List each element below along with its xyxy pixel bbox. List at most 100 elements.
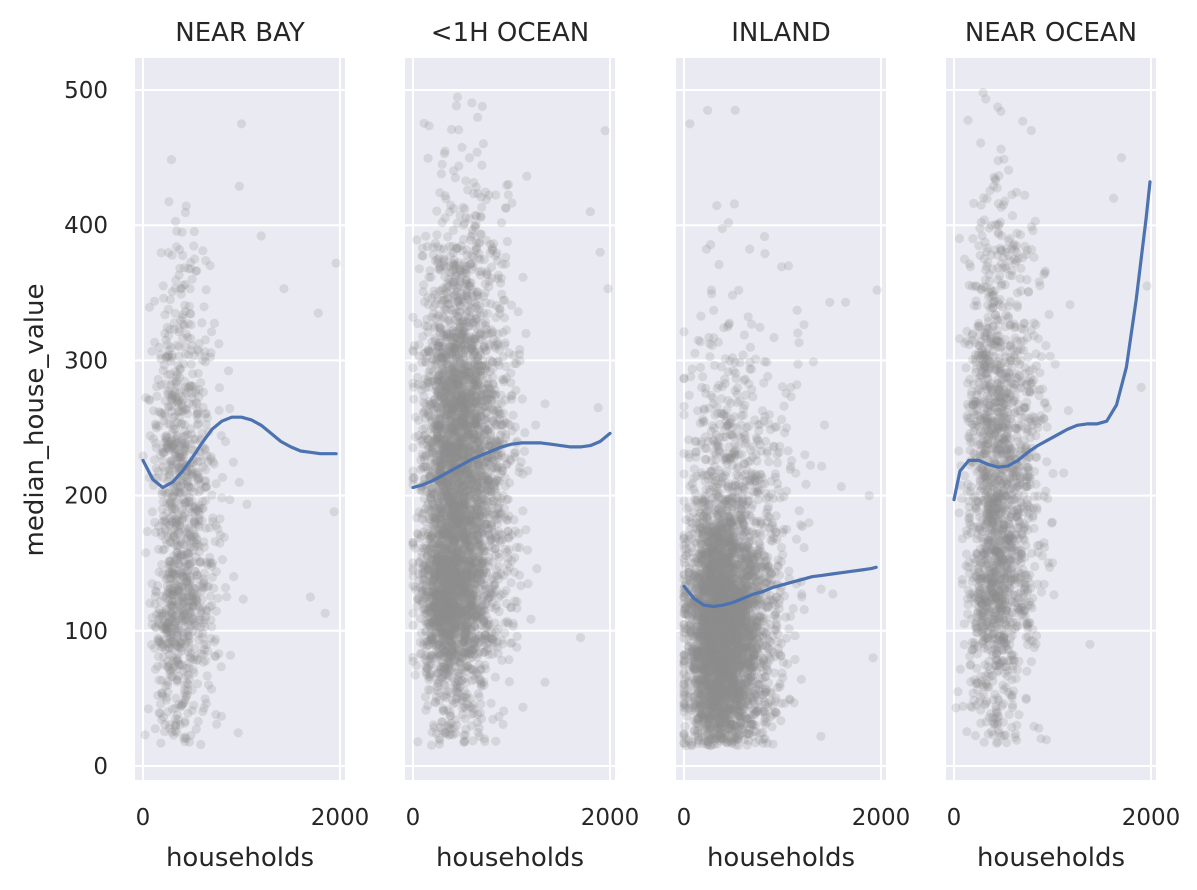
- scatter-point: [172, 418, 182, 428]
- scatter-point: [497, 374, 507, 384]
- scatter-point: [192, 266, 202, 276]
- scatter-point: [156, 527, 166, 537]
- scatter-point: [162, 432, 173, 443]
- scatter-point: [480, 736, 490, 747]
- scatter-point: [167, 250, 177, 260]
- scatter-point: [420, 321, 430, 331]
- scatter-point: [171, 487, 181, 497]
- scatter-point: [305, 592, 315, 602]
- scatter-point: [460, 204, 470, 214]
- scatter-point: [478, 139, 488, 149]
- scatter-point: [178, 598, 188, 608]
- scatter-point: [207, 490, 217, 500]
- scatter-point: [210, 651, 220, 661]
- scatter-point: [197, 428, 207, 438]
- scatter-point: [190, 254, 200, 264]
- scatter-point: [193, 539, 203, 549]
- scatter-point: [174, 342, 184, 352]
- scatter-point: [408, 620, 418, 630]
- scatter-point: [207, 327, 217, 337]
- scatter-point: [171, 520, 181, 530]
- y-tick-label: 300: [64, 348, 108, 374]
- scatter-point: [520, 428, 530, 438]
- scatter-point: [189, 487, 199, 497]
- scatter-point: [449, 166, 459, 176]
- scatter-point: [167, 517, 177, 527]
- scatter-point: [168, 590, 178, 600]
- scatter-point: [183, 332, 193, 342]
- scatter-point: [173, 360, 183, 370]
- scatter-point: [215, 530, 225, 540]
- scatter-point: [182, 678, 192, 689]
- scatter-point: [181, 497, 191, 507]
- scatter-point: [171, 378, 181, 389]
- scatter-point: [485, 367, 495, 377]
- scatter-point: [198, 706, 208, 717]
- scatter-point: [172, 540, 182, 551]
- scatter-point: [158, 659, 168, 670]
- scatter-point: [477, 160, 487, 170]
- scatter-point: [508, 410, 518, 420]
- scatter-point: [186, 610, 197, 620]
- scatter-point: [173, 452, 183, 462]
- scatter-point: [175, 582, 185, 593]
- scatter-point: [183, 264, 193, 274]
- scatter-point: [174, 487, 184, 497]
- scatter-point: [410, 432, 420, 442]
- scatter-point: [184, 602, 194, 612]
- scatter-point: [187, 705, 197, 716]
- scatter-point: [209, 583, 219, 593]
- scatter-point: [210, 652, 221, 662]
- y-tick-label: 0: [93, 754, 108, 780]
- scatter-point: [443, 232, 453, 242]
- y-axis-label: median_house_value: [20, 284, 50, 557]
- scatter-point: [188, 381, 198, 391]
- scatter-point: [166, 601, 176, 611]
- scatter-point: [152, 382, 162, 392]
- scatter-point: [174, 660, 185, 671]
- scatter-point: [532, 564, 542, 574]
- scatter-point: [195, 558, 205, 568]
- scatter-point: [164, 402, 174, 412]
- y-tick-label: 200: [64, 484, 108, 510]
- scatter-point: [143, 704, 153, 714]
- scatter-point: [166, 393, 176, 403]
- scatter-point: [414, 415, 424, 425]
- scatter-point: [161, 574, 171, 584]
- scatter-point: [464, 153, 475, 163]
- scatter-point: [214, 649, 224, 659]
- scatter-point: [320, 608, 330, 618]
- scatter-point: [505, 563, 515, 573]
- scatter-point: [183, 549, 193, 559]
- scatter-point: [166, 580, 176, 590]
- scatter-point: [201, 419, 211, 429]
- scatter-point: [150, 591, 160, 601]
- scatter-point: [176, 283, 186, 293]
- scatter-point: [192, 409, 203, 419]
- scatter-point: [176, 646, 186, 656]
- scatter-point: [408, 443, 418, 453]
- scatter-point: [153, 651, 163, 662]
- scatter-point: [180, 498, 190, 508]
- scatter-point: [175, 364, 185, 374]
- scatter-point: [206, 452, 216, 462]
- scatter-point: [180, 349, 191, 359]
- scatter-point: [472, 147, 482, 157]
- scatter-point: [171, 376, 181, 386]
- scatter-point: [194, 541, 204, 551]
- scatter-point: [183, 559, 193, 570]
- scatter-point: [158, 624, 168, 634]
- scatter-point: [163, 351, 173, 361]
- scatter-point: [436, 169, 446, 179]
- scatter-point: [408, 581, 418, 591]
- scatter-point: [193, 406, 203, 416]
- scatter-point: [233, 728, 243, 738]
- scatter-point: [159, 623, 169, 633]
- scatter-point: [168, 391, 178, 401]
- scatter-point: [174, 596, 184, 606]
- scatter-point: [501, 203, 511, 213]
- scatter-point: [186, 649, 196, 659]
- scatter-point: [157, 486, 167, 496]
